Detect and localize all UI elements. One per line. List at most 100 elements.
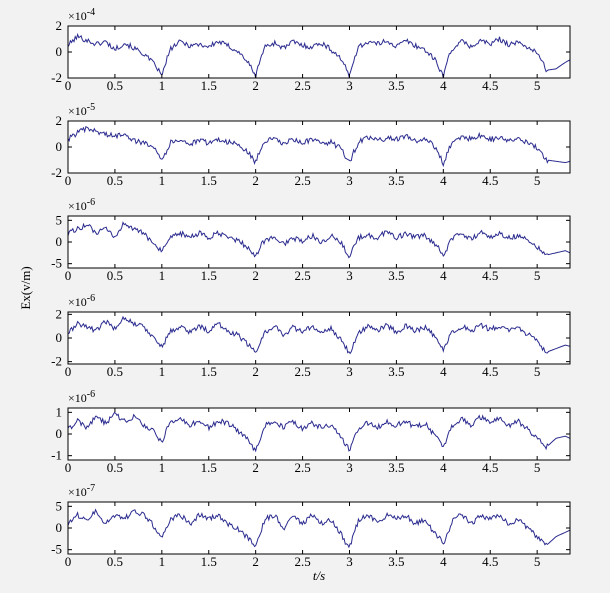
- x-tick-label: 2.5: [294, 554, 310, 569]
- x-tick-label: 5: [534, 460, 541, 475]
- x-tick-label: 0: [65, 460, 72, 475]
- x-tick-label: 1.5: [201, 173, 217, 188]
- x-tick-label: 0.5: [107, 460, 123, 475]
- x-tick-label: 1: [159, 173, 166, 188]
- x-tick-label: 2: [252, 173, 259, 188]
- x-tick-label: 0.5: [107, 268, 123, 283]
- panel-plot-area: [68, 502, 570, 554]
- exponent-label: ×10-6: [68, 197, 95, 213]
- panel-4: 0 0.5 1 1.5 2 2.5 3 3.5 4 4.5 520-2×10-6: [51, 293, 571, 379]
- series-line: [67, 125, 571, 168]
- x-tick-label: 5: [534, 173, 541, 188]
- x-tick-label: 4.5: [482, 78, 498, 93]
- x-tick-label: 2: [252, 78, 259, 93]
- x-tick-label: 0: [65, 554, 72, 569]
- y-tick-label: -1: [51, 448, 62, 463]
- x-tick-label: 4: [440, 554, 447, 569]
- y-tick-label: 0: [56, 44, 63, 59]
- x-tick-label: 0: [65, 268, 72, 283]
- x-tick-label: 1.5: [201, 78, 217, 93]
- y-tick-label: -5: [51, 256, 62, 271]
- x-tick-label: 4.5: [482, 268, 498, 283]
- x-tick-label: 3.5: [388, 554, 404, 569]
- x-tick-label: 2: [252, 364, 259, 379]
- series-line: [67, 221, 571, 259]
- x-tick-label: 3: [346, 554, 353, 569]
- y-tick-label: 2: [56, 113, 63, 128]
- x-tick-label: 0.5: [107, 364, 123, 379]
- x-tick-label: 1: [159, 554, 166, 569]
- y-tick-label: 0: [56, 426, 63, 441]
- x-tick-label: 2.5: [294, 268, 310, 283]
- x-tick-label: 4.5: [482, 364, 498, 379]
- panel-plot-area: [68, 408, 570, 460]
- x-tick-label: 4: [440, 268, 447, 283]
- panel-plot-area: [68, 26, 570, 78]
- x-tick-label: 5: [534, 554, 541, 569]
- x-tick-label: 3.5: [388, 460, 404, 475]
- x-tick-label: 3: [346, 173, 353, 188]
- x-tick-label: 4: [440, 173, 447, 188]
- series-line: [67, 32, 571, 79]
- panels: 0 0.5 1 1.5 2 2.5 3 3.5 4 4.5 5 2 0 -2 ×10-4 0 0.5 1 1.5 2 2…: [51, 7, 571, 569]
- y-tick-label: 5: [56, 498, 63, 513]
- y-tick-label: 1: [56, 404, 63, 419]
- x-tick-label: 3: [346, 460, 353, 475]
- x-tick-label: 2: [252, 268, 259, 283]
- panel-2: 0 0.5 1 1.5 2 2.5 3 3.5 4 4.5 520-2×10-5: [51, 102, 571, 188]
- exponent-label: ×10-7: [68, 483, 95, 499]
- x-tick-label: 4.5: [482, 554, 498, 569]
- y-axis-label: Ex(v/m): [18, 266, 33, 309]
- series-line: [67, 315, 571, 355]
- x-tick-label: 3.5: [388, 268, 404, 283]
- x-tick-label: 2.5: [294, 364, 310, 379]
- exponent-label: ×10-4: [68, 7, 95, 23]
- x-tick-label: 0: [65, 173, 72, 188]
- x-axis-label: t/s: [313, 568, 325, 583]
- x-tick-label: 1.5: [201, 554, 217, 569]
- exponent-label: ×10-6: [68, 293, 95, 309]
- x-tick-label: 1.5: [201, 268, 217, 283]
- x-tick-label: 5: [534, 268, 541, 283]
- x-tick-label: 2.5: [294, 460, 310, 475]
- x-tick-label: 2.5: [294, 173, 310, 188]
- y-tick-label: -5: [51, 542, 62, 557]
- x-tick-label: 3: [346, 364, 353, 379]
- panel-6: 0 0.5 1 1.5 2 2.5 3 3.5 4 4.5 550-5×10-7: [51, 483, 571, 569]
- y-tick-label: -2: [51, 354, 62, 369]
- y-tick-label: 0: [56, 234, 63, 249]
- panel-5: 0 0.5 1 1.5 2 2.5 3 3.5 4 4.5 510-1×10-6: [51, 389, 571, 475]
- series-line: [67, 411, 571, 453]
- x-tick-label: 0.5: [107, 173, 123, 188]
- x-tick-label: 3.5: [388, 364, 404, 379]
- x-tick-label: 1: [159, 268, 166, 283]
- x-tick-label: 3.5: [388, 78, 404, 93]
- x-tick-label: 5: [534, 364, 541, 379]
- panel-1: 0 0.5 1 1.5 2 2.5 3 3.5 4 4.5 520-2×10-4: [51, 7, 571, 93]
- x-tick-label: 4: [440, 78, 447, 93]
- x-tick-label: 3.5: [388, 173, 404, 188]
- y-tick-label: 2: [56, 306, 63, 321]
- x-tick-label: 0.5: [107, 554, 123, 569]
- x-tick-label: 1: [159, 78, 166, 93]
- panel-plot-area: [68, 312, 570, 364]
- x-tick-label: 1: [159, 364, 166, 379]
- x-tick-label: 1: [159, 460, 166, 475]
- x-tick-label: 4.5: [482, 460, 498, 475]
- panel-3: 0 0.5 1 1.5 2 2.5 3 3.5 4 4.5 550-5×10-6: [51, 197, 571, 283]
- x-tick-label: 2.5: [294, 78, 310, 93]
- x-tick-label: 0: [65, 78, 72, 93]
- exponent-label: ×10-6: [68, 389, 95, 405]
- y-tick-label: 0: [56, 139, 63, 154]
- panel-plot-area: [68, 121, 570, 173]
- x-tick-label: 4.5: [482, 173, 498, 188]
- x-tick-label: 2: [252, 554, 259, 569]
- x-tick-label: 3: [346, 78, 353, 93]
- y-tick-label: 5: [56, 212, 63, 227]
- y-tick-label: 0: [56, 520, 63, 535]
- x-tick-label: 1.5: [201, 460, 217, 475]
- exponent-label: ×10-5: [68, 102, 95, 118]
- x-tick-label: 1.5: [201, 364, 217, 379]
